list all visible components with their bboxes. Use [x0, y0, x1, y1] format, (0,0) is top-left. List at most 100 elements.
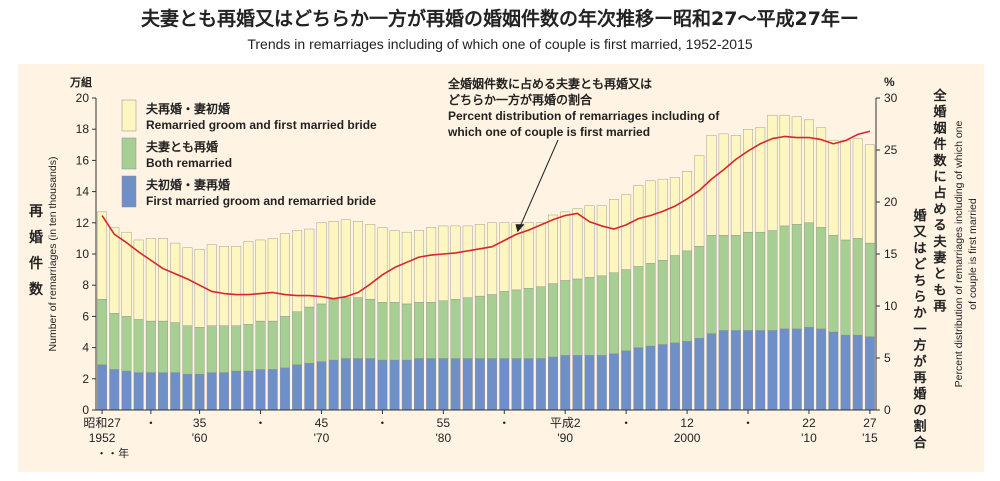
bar-segment — [511, 289, 522, 359]
bar-segment — [121, 231, 132, 317]
left-axis-label-en: Number of remarriages (in ten thousands) — [47, 157, 59, 352]
bar-segment — [706, 135, 717, 236]
bar-segment — [316, 361, 327, 411]
bar-segment — [828, 235, 839, 333]
legend-label-en: Remarried groom and first married bride — [146, 118, 377, 132]
bar-segment — [548, 356, 558, 411]
left-tick-label: 12 — [76, 216, 90, 230]
bar-segment — [170, 242, 181, 323]
annotation-line: どちらか一方が再婚の割合 — [448, 92, 593, 107]
bar-segment — [779, 328, 790, 411]
legend-label-ja: 夫初婚・妻再婚 — [145, 177, 230, 192]
bar-segment — [560, 211, 571, 281]
legend-label-ja: 夫再婚・妻初婚 — [145, 101, 230, 116]
bar-segment — [133, 372, 144, 411]
bar-segment — [584, 355, 595, 411]
bar-segment — [487, 294, 498, 359]
bar-segment — [158, 238, 168, 322]
bar-segment — [828, 331, 839, 411]
bar-segment — [279, 316, 290, 369]
bar-segment — [535, 286, 546, 359]
bar-segment — [267, 238, 278, 322]
right-axis-label-ja: ち — [913, 273, 926, 288]
x-tick-label: 12 — [680, 416, 694, 430]
right-tick-label: 15 — [884, 247, 898, 261]
bar-segment — [97, 364, 108, 411]
x-tick-label-ad: '10 — [801, 431, 817, 445]
right-tick-label: 20 — [884, 195, 898, 209]
bar-segment — [279, 367, 290, 411]
x-tick-label-ad: 2000 — [674, 431, 701, 445]
legend: 夫再婚・妻初婚 Remarried groom and first married… — [121, 99, 377, 208]
bar-segment — [426, 302, 437, 359]
chart-title: 夫妻とも再婚又はどちらか一方が再婚の婚姻件数の年次推移ー昭和27〜平成27年ー — [141, 8, 859, 30]
bar-segment — [816, 127, 827, 228]
bar-segment — [572, 278, 583, 356]
right-axis-label-ja: め — [933, 201, 946, 216]
x-footnote: ・・年 — [96, 446, 129, 460]
right-axis-label-ja: 合 — [913, 434, 927, 450]
left-axis-label-ja: 婚 — [29, 229, 43, 245]
bar-segment — [194, 327, 205, 375]
bar-segment — [219, 245, 229, 326]
x-tick-label-ad: '80 — [436, 431, 452, 445]
right-axis-label-ja: か — [913, 305, 927, 320]
bar-segment — [340, 358, 351, 411]
bar-segment — [816, 227, 827, 330]
x-tick-label: 27 — [863, 416, 877, 430]
bar-segment — [109, 227, 120, 314]
bar-segment — [633, 266, 644, 348]
bar-segment — [170, 322, 181, 373]
chart-panel: 0 2 4 6 8 10 12 14 16 18 20 0 5 10 15 20 25 30 万組% 再婚件数 Numb… — [18, 64, 984, 472]
right-axis-label-ja: る — [933, 218, 946, 233]
bar-segment — [389, 302, 400, 361]
bar-segment — [243, 241, 254, 325]
right-axis-label-ja: 婚 — [933, 103, 947, 119]
annotation-line: Percent distribution of remarriages incl… — [448, 109, 720, 123]
right-axis-label-en: Percent distribution of remarriages incl… — [953, 120, 965, 387]
bar-segment — [170, 372, 181, 411]
percent-line — [101, 130, 871, 300]
bar-segment — [377, 227, 388, 303]
bar-segment — [499, 222, 510, 292]
left-tick-label: 14 — [76, 185, 90, 199]
bar-segment — [255, 369, 266, 411]
bar-segment — [328, 359, 339, 411]
bar-segment — [743, 231, 753, 331]
right-axis-label-ja: の — [913, 402, 926, 417]
bar-segment — [682, 171, 693, 252]
x-tick-label: 45 — [315, 416, 329, 430]
bar-segment — [353, 358, 363, 411]
bar-segment — [779, 114, 790, 227]
bar-segment — [767, 114, 778, 231]
bar-segment — [535, 222, 546, 287]
bar-segment — [767, 230, 778, 331]
x-tick-label: 昭和27 — [83, 416, 121, 430]
x-tick-label: ・ — [620, 416, 632, 430]
bar-segment — [730, 235, 741, 331]
x-tick-label: 35 — [193, 416, 207, 430]
legend-label-ja: 夫妻とも再婚 — [145, 139, 218, 154]
bar-segment — [718, 235, 729, 331]
bar-segment — [145, 372, 156, 411]
bar-segment — [743, 128, 753, 233]
bar-segment — [292, 230, 303, 312]
bar-segment — [353, 221, 363, 298]
right-tick-label: 30 — [884, 91, 898, 105]
bar-segment — [804, 327, 814, 411]
bar-segment — [267, 320, 278, 370]
right-axis-label-ja: に — [933, 169, 946, 184]
bar-segment — [438, 225, 449, 301]
bar-segment — [231, 245, 242, 326]
bar-segment — [414, 302, 424, 359]
right-axis-label-ja: 件 — [933, 136, 946, 152]
bar-segment — [633, 185, 644, 267]
bar-segment — [462, 225, 473, 298]
bar-segment — [609, 272, 619, 355]
bar-segment — [572, 208, 583, 280]
bar-segment — [145, 238, 156, 322]
bar-segment — [450, 299, 461, 359]
legend-swatch — [121, 99, 137, 132]
bar-segment — [791, 224, 802, 330]
